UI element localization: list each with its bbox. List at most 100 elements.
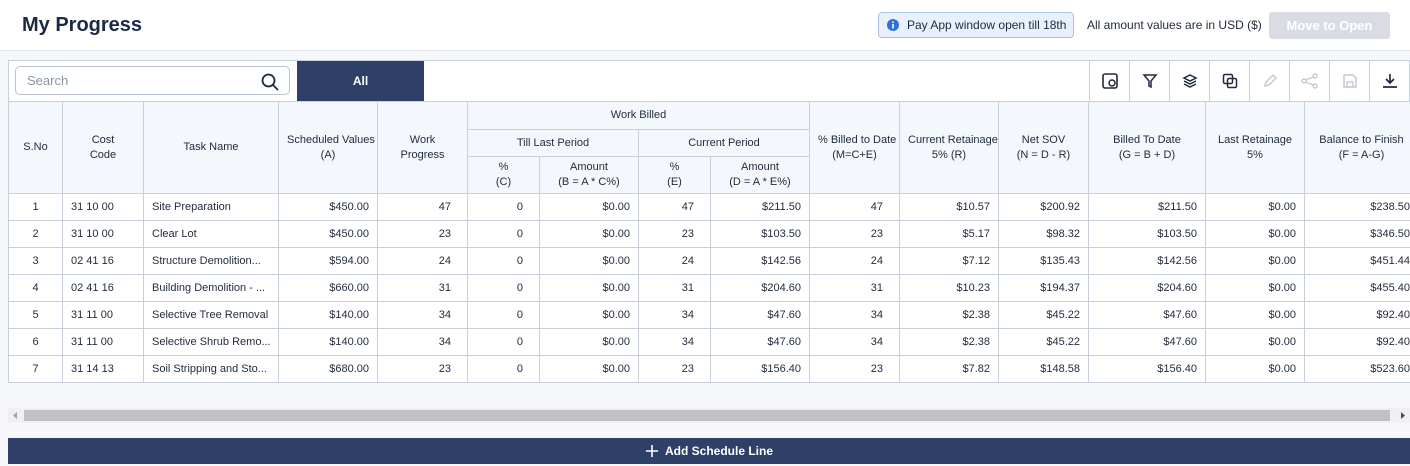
header-line: (B = A * C%) xyxy=(558,176,620,188)
table-cell: $660.00 xyxy=(278,274,378,302)
table-cell: 31 10 00 xyxy=(62,193,144,221)
add-schedule-line-button[interactable]: Add Schedule Line xyxy=(8,438,1410,464)
edit-button[interactable] xyxy=(1249,61,1289,101)
icon-shape xyxy=(1263,73,1277,88)
table-cell: Structure Demolition... xyxy=(143,247,279,275)
header-line: (E) xyxy=(667,176,682,188)
header-line: 5% (R) xyxy=(931,148,967,161)
header-line: (C) xyxy=(495,176,512,188)
header-line: Billed To Date xyxy=(1113,133,1181,146)
table-cell: $156.40 xyxy=(710,355,810,383)
table-cell: $0.00 xyxy=(539,193,639,221)
icon-shape xyxy=(1305,76,1313,86)
icon-shape xyxy=(1101,73,1118,89)
plus-icon xyxy=(645,445,658,457)
column-header: Work Progress xyxy=(377,101,468,194)
save-button[interactable] xyxy=(1329,61,1369,101)
save-icon xyxy=(1342,74,1357,88)
table-cell: 0 xyxy=(467,328,540,356)
header-line: % Billed to Date xyxy=(818,133,897,146)
table-cell: $0.00 xyxy=(539,328,639,356)
move-to-open-button[interactable]: Move to Open xyxy=(1269,12,1390,39)
table-cell: 31 11 00 xyxy=(62,301,144,329)
settings-button[interactable] xyxy=(1089,61,1129,101)
header-line: % xyxy=(669,161,680,173)
icon-shape xyxy=(1311,83,1318,89)
scroll-left-arrow xyxy=(13,412,17,419)
toolbar-icons xyxy=(1089,61,1409,101)
table-cell: 31 xyxy=(377,274,468,302)
header-line: Work xyxy=(409,133,436,146)
horizontal-scrollbar[interactable] xyxy=(8,408,1410,423)
copy-icon xyxy=(1222,73,1237,89)
table-row: 6 31 11 00 Selective Shrub Remo... $140.00 3… xyxy=(8,328,1410,356)
table-cell: $594.00 xyxy=(278,247,378,275)
table-cell: 24 xyxy=(377,247,468,275)
table-cell: $47.60 xyxy=(710,301,810,329)
table-cell: $680.00 xyxy=(278,355,378,383)
search-lens xyxy=(261,73,276,88)
icon-shape xyxy=(1300,78,1307,84)
edit-icon xyxy=(1263,73,1277,88)
info-icon xyxy=(887,19,899,31)
header-line: (N = D - R) xyxy=(1016,148,1071,161)
subgroup-header: Till Last Period xyxy=(467,129,639,157)
layers-icon xyxy=(1181,74,1198,88)
scroll-thumb[interactable] xyxy=(24,410,1390,421)
table-cell: $238.50 xyxy=(1304,193,1410,221)
table-cell: $0.00 xyxy=(1205,274,1305,302)
notice-text: Pay App window open till 18th xyxy=(907,18,1067,32)
copy-button[interactable] xyxy=(1209,61,1249,101)
table-cell: 34 xyxy=(638,328,711,356)
table-cell: $211.50 xyxy=(710,193,810,221)
table-row: 1 31 10 00 Site Preparation $450.00 47 0 $0.00… xyxy=(8,193,1410,221)
add-button-label: Add Schedule Line xyxy=(664,444,773,458)
column-header: Task Name xyxy=(143,101,279,194)
layers-button[interactable] xyxy=(1169,61,1209,101)
table-cell: $455.40 xyxy=(1304,274,1410,302)
column-header: Amount (B = A * C%) xyxy=(539,156,639,194)
table-cell: 34 xyxy=(809,301,900,329)
download-button[interactable] xyxy=(1369,61,1409,101)
table-row: 4 02 41 16 Building Demolition - ... $660.0… xyxy=(8,274,1410,302)
download-icon xyxy=(1382,74,1397,88)
toolbar: Search All xyxy=(8,60,1410,101)
table-cell: 0 xyxy=(467,220,540,248)
table-cell: $204.60 xyxy=(710,274,810,302)
header-line: S.No xyxy=(23,141,48,153)
table-cell: $156.40 xyxy=(1088,355,1206,383)
search-box[interactable]: Search xyxy=(15,66,290,95)
table-body: 1 31 10 00 Site Preparation $450.00 47 0 $0.00… xyxy=(8,193,1410,383)
icon-shape xyxy=(1311,73,1318,79)
table-cell: 24 xyxy=(809,247,900,275)
table-cell: $211.50 xyxy=(1088,193,1206,221)
plus-shape xyxy=(645,445,658,457)
table-cell: 31 11 00 xyxy=(62,328,144,356)
table-cell: $0.00 xyxy=(1205,328,1305,356)
all-tab[interactable]: All xyxy=(297,61,424,101)
table-cell: $450.00 xyxy=(278,193,378,221)
schedule-grid: S.No Cost Code Task Name Scheduled Values (A)… xyxy=(8,101,1410,384)
notice-badge: Pay App window open till 18th xyxy=(878,12,1074,38)
scroll-right-arrow xyxy=(1401,412,1405,419)
table-cell: $10.57 xyxy=(899,193,999,221)
table-cell: $98.32 xyxy=(998,220,1089,248)
table-cell: 34 xyxy=(809,328,900,356)
table-cell: $0.00 xyxy=(1205,220,1305,248)
table-cell: 23 xyxy=(377,220,468,248)
table-cell: 23 xyxy=(809,220,900,248)
filter-button[interactable] xyxy=(1129,61,1169,101)
column-header: Scheduled Values (A) xyxy=(278,101,378,194)
table-cell: Building Demolition - ... xyxy=(143,274,279,302)
table-cell: $2.38 xyxy=(899,328,999,356)
column-header: Net SOV (N = D - R) xyxy=(998,101,1089,194)
table-cell: $47.60 xyxy=(1088,301,1206,329)
table-cell: $0.00 xyxy=(539,247,639,275)
table-cell: 47 xyxy=(809,193,900,221)
share-button[interactable] xyxy=(1289,61,1329,101)
table-row: 3 02 41 16 Structure Demolition... $594.00 2… xyxy=(8,247,1410,275)
table-cell: $200.92 xyxy=(998,193,1089,221)
table-cell: $142.56 xyxy=(1088,247,1206,275)
column-header: % (E) xyxy=(638,156,711,194)
table-cell: 0 xyxy=(467,274,540,302)
